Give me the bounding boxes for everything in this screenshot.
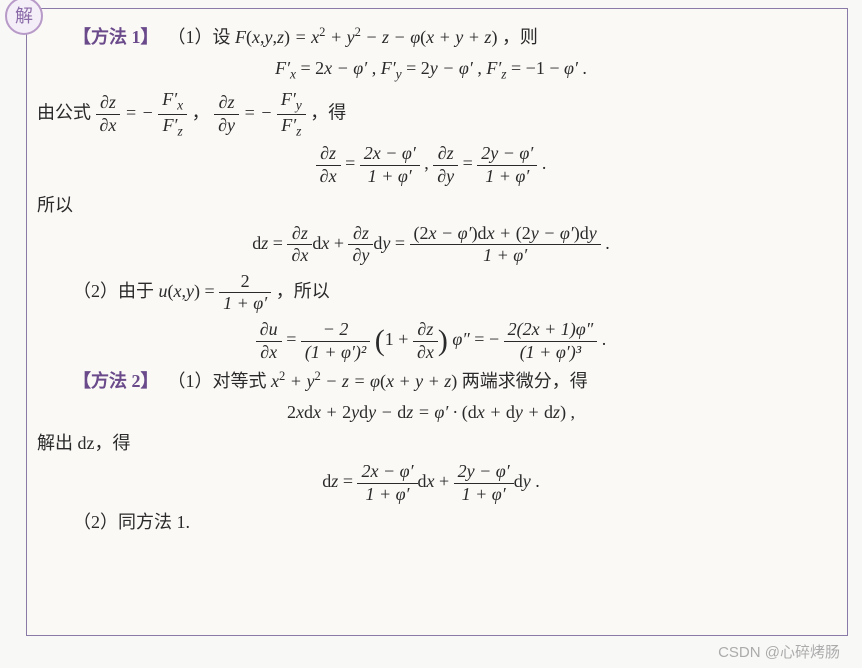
m1-partials: F′x = 2x − φ′ , F′y = 2y − φ′ , F′z = −1… xyxy=(37,55,825,85)
m2-n1: 2x − φ′ xyxy=(357,461,417,484)
watermark: CSDN @心碎烤肠 xyxy=(718,641,840,662)
du-m1-num: − 2 xyxy=(301,319,370,342)
m2-jiechu: 解出 dz，得 xyxy=(37,430,825,457)
dzdx-den: 1 + φ′ xyxy=(360,166,420,188)
m2-d1: 1 + φ′ xyxy=(357,484,417,506)
solution-badge: 解 xyxy=(5,0,43,35)
m2-l1-post: 两端求微分，得 xyxy=(462,371,588,391)
u-den: 1 + φ′ xyxy=(219,293,271,315)
gongshi-post: ，得 xyxy=(310,102,346,122)
dzdy-den: 1 + φ′ xyxy=(477,166,537,188)
m1-p2-pre: （2）由于 xyxy=(73,281,159,301)
method2-tag: 【方法 2】 xyxy=(73,371,159,391)
du-fd: (1 + φ′)³ xyxy=(504,342,598,364)
m2-l1-pre: （1）对等式 xyxy=(168,371,272,391)
m2-dz: dz = 2x − φ′1 + φ′dx + 2y − φ′1 + φ′dy . xyxy=(37,461,825,505)
du-fn: 2(2x + 1)φ″ xyxy=(504,319,598,342)
m2-diff: 2xdx + 2ydy − dz = φ′ · (dx + dy + dz) , xyxy=(37,399,825,426)
m1-dz-total: dz = ∂z∂xdx + ∂z∂ydy = (2x − φ′)dx + (2y… xyxy=(37,223,825,267)
suoyi: 所以 xyxy=(37,192,825,219)
gongshi-c1: ， xyxy=(192,102,210,122)
m1-p2-post: ，所以 xyxy=(276,281,330,301)
m1-dzdx-result: ∂z∂x = 2x − φ′1 + φ′ , ∂z∂y = 2y − φ′1 +… xyxy=(37,143,825,187)
m2-d2: 1 + φ′ xyxy=(454,484,514,506)
m1-l1-pre: （1）设 xyxy=(168,27,236,47)
m2-line1: 【方法 2】 （1）对等式 x2 + y2 − z = φ(x + y + z)… xyxy=(73,367,825,395)
m1-line1: 【方法 1】 （1）设 F(x,y,z) = x2 + y2 − z − φ(x… xyxy=(73,23,825,51)
m1-part2: （2）由于 u(x,y) = 21 + φ′ ，所以 xyxy=(73,271,825,315)
dz-final-den: 1 + φ′ xyxy=(410,245,601,267)
m1-dudx: ∂u∂x = − 2(1 + φ′)² (1 + ∂z∂x) φ″ = − 2(… xyxy=(37,319,825,363)
du-m1-den: (1 + φ′)² xyxy=(301,342,370,364)
m2-part2: （2）同方法 1. xyxy=(73,509,825,536)
dzdx-num: 2x − φ′ xyxy=(360,143,420,166)
gongshi-pre: 由公式 xyxy=(37,102,91,122)
m1-gongshi: 由公式 ∂z∂x = − F′xF′z ， ∂z∂y = − F′yF′z ，得 xyxy=(37,89,825,140)
m1-l1-post: ，则 xyxy=(502,27,538,47)
page-frame: 解 【方法 1】 （1）设 F(x,y,z) = x2 + y2 − z − φ… xyxy=(26,8,848,636)
method1-tag: 【方法 1】 xyxy=(73,27,159,47)
u-num: 2 xyxy=(219,271,271,294)
m2-n2: 2y − φ′ xyxy=(454,461,514,484)
dzdy-num: 2y − φ′ xyxy=(477,143,537,166)
